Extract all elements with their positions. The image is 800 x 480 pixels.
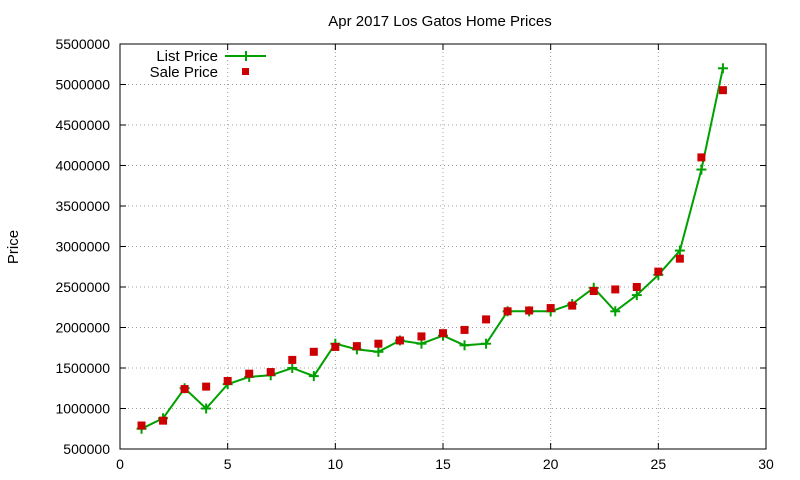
sale-price-point xyxy=(439,329,447,338)
sale-price-point xyxy=(589,287,598,296)
list-price-point xyxy=(287,363,298,373)
y-tick-label: 2500000 xyxy=(55,279,110,295)
sale-price-point xyxy=(632,283,641,291)
y-tick-label: 4500000 xyxy=(55,117,110,133)
y-tick-label: 1500000 xyxy=(55,360,110,376)
y-tick-label: 1000000 xyxy=(55,401,110,417)
list-price-point xyxy=(631,290,642,301)
x-tick-label: 0 xyxy=(116,456,124,472)
sale-price-point xyxy=(288,355,297,364)
list-price-point xyxy=(717,63,728,74)
sale-price-point xyxy=(395,336,404,345)
sale-price-point xyxy=(460,325,469,334)
legend-label-sale-price: Sale Price xyxy=(150,64,218,81)
list-price-point xyxy=(373,346,384,357)
list-price-point xyxy=(610,306,621,317)
sale-price-point xyxy=(546,304,555,313)
legend: List Price Sale Price xyxy=(150,48,266,81)
sale-price-point xyxy=(503,307,512,316)
sale-price-point xyxy=(417,332,426,341)
sale-price-point xyxy=(137,421,146,430)
y-tick-label: 3500000 xyxy=(55,198,110,214)
plot-frame xyxy=(119,43,767,450)
sale-price-point xyxy=(525,306,534,315)
sale-price-point xyxy=(309,347,318,356)
x-tick-label: 25 xyxy=(651,456,667,472)
y-tick-label: 500000 xyxy=(63,441,110,457)
y-tick-label: 5500000 xyxy=(55,36,110,52)
list-price-point xyxy=(308,371,319,382)
sale-price-point xyxy=(245,369,254,378)
y-axis-label: Price xyxy=(5,230,22,264)
list-price-point xyxy=(674,245,685,256)
x-tick-label: 20 xyxy=(543,456,559,472)
legend-marker-sale-price xyxy=(242,68,249,75)
sale-price-point xyxy=(223,376,232,385)
y-tick-label: 5000000 xyxy=(55,77,110,93)
y-tick-label: 2000000 xyxy=(55,320,110,336)
plot-area xyxy=(136,63,728,434)
sale-price-point xyxy=(611,285,620,294)
legend-label-list-price: List Price xyxy=(156,48,218,65)
sale-price-point xyxy=(697,153,706,162)
sale-price-point xyxy=(352,342,361,351)
series-line-list-price xyxy=(141,68,724,430)
x-tick-label: 10 xyxy=(328,456,344,472)
sale-price-point xyxy=(266,368,275,377)
sale-price-point xyxy=(568,301,577,310)
x-tick-label: 5 xyxy=(224,456,232,472)
sale-price-point xyxy=(159,416,168,425)
sale-price-point xyxy=(718,86,727,95)
sale-price-point xyxy=(482,315,491,324)
grid xyxy=(120,44,766,449)
sale-price-point xyxy=(180,385,189,394)
y-tick-label: 3000000 xyxy=(55,239,110,255)
sale-price-point xyxy=(654,267,663,276)
list-price-point xyxy=(459,340,470,351)
list-price-point xyxy=(201,403,212,414)
x-tick-label: 30 xyxy=(758,456,774,472)
legend-marker-list-price xyxy=(241,51,251,61)
axis-ticks: 500000 1000000 1500000 2000000 2500000 300000… xyxy=(55,36,774,472)
list-price-point xyxy=(481,338,492,349)
sale-price-point xyxy=(331,342,340,351)
x-tick-label: 15 xyxy=(435,456,451,472)
chart-title: Apr 2017 Los Gatos Home Prices xyxy=(328,13,551,30)
y-tick-label: 4000000 xyxy=(55,158,110,174)
sale-price-point xyxy=(374,339,383,348)
list-price-point xyxy=(696,164,707,175)
sale-price-point xyxy=(675,254,684,263)
sale-price-point xyxy=(202,382,211,391)
